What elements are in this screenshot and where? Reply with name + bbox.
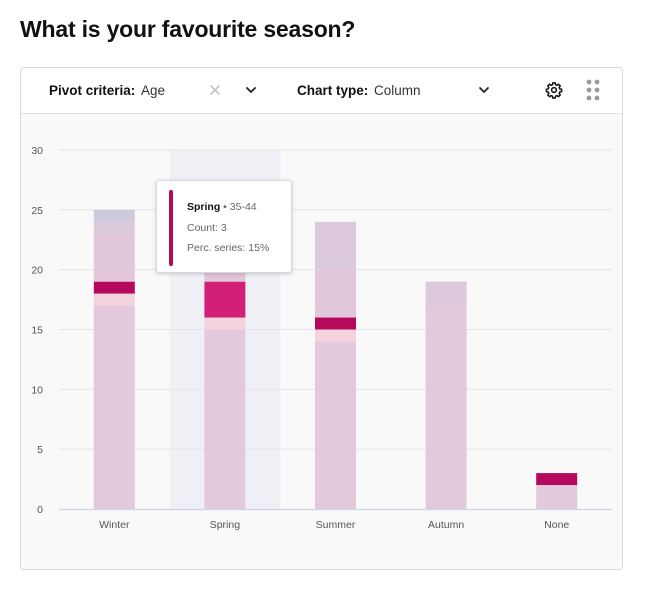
bar-segment[interactable] xyxy=(204,317,246,330)
bar-segment[interactable] xyxy=(315,329,356,342)
bar-segment[interactable] xyxy=(425,305,467,509)
bar-segment[interactable] xyxy=(315,341,356,509)
chart-card: Pivot criteria: Age Chart type: Column 0… xyxy=(20,67,623,570)
x-tick-label: Autumn xyxy=(428,519,464,531)
pivot-criteria-label: Pivot criteria: xyxy=(49,83,136,98)
y-tick-label: 15 xyxy=(31,325,43,337)
gear-icon[interactable] xyxy=(545,80,563,100)
pivot-criteria-select[interactable]: Age xyxy=(141,83,166,98)
bar-stack[interactable] xyxy=(425,281,467,509)
bar-segment[interactable] xyxy=(93,293,135,306)
bar-stack[interactable] xyxy=(204,269,246,510)
bar-segment[interactable] xyxy=(536,473,578,486)
y-tick-label: 0 xyxy=(37,504,43,516)
x-tick-label: Spring xyxy=(210,519,241,531)
bar-stack[interactable] xyxy=(536,473,578,509)
tooltip-count: Count: 3 xyxy=(187,222,227,234)
tooltip-percentage: Perc. series: 15% xyxy=(187,242,270,254)
chevron-down-icon[interactable] xyxy=(475,80,493,100)
bar-segment[interactable] xyxy=(93,281,135,294)
tooltip-series-color-bar xyxy=(169,190,173,266)
bar-segment[interactable] xyxy=(315,221,356,270)
bar-segment[interactable] xyxy=(204,269,246,282)
x-tick-label: Winter xyxy=(99,519,130,531)
y-tick-label: 20 xyxy=(31,265,43,277)
chart-area: 0 5 10 15 20 25 30 Winter Spring Summer Autumn None xyxy=(21,114,622,569)
bar-stack[interactable] xyxy=(93,209,135,509)
y-tick-label: 10 xyxy=(31,384,43,396)
bar-segment[interactable] xyxy=(425,281,467,306)
page-title: What is your favourite season? xyxy=(20,16,356,42)
chart-type-label: Chart type: xyxy=(297,83,369,98)
tooltip-title: Spring • 35-44 xyxy=(187,201,257,213)
bar-segment[interactable] xyxy=(93,305,135,509)
chart-toolbar: Pivot criteria: Age Chart type: Column xyxy=(21,68,622,114)
y-tick-label: 25 xyxy=(31,205,43,217)
close-icon[interactable] xyxy=(206,80,224,100)
bar-segment[interactable] xyxy=(315,269,356,318)
tooltip-category: Spring xyxy=(187,201,221,213)
bar-stack[interactable] xyxy=(315,221,356,509)
y-tick-label: 30 xyxy=(31,145,43,157)
bar-segment[interactable] xyxy=(204,281,246,318)
chart-type-select[interactable]: Column xyxy=(374,83,421,98)
y-tick-label: 5 xyxy=(37,444,43,456)
x-tick-label: None xyxy=(544,519,569,531)
x-tick-label: Summer xyxy=(316,519,356,531)
bar-segment[interactable] xyxy=(315,317,356,330)
drag-handle-icon[interactable] xyxy=(584,78,602,102)
chart-tooltip: Spring • 35-44 Count: 3 Perc. series: 15… xyxy=(156,180,292,273)
bar-segment[interactable] xyxy=(536,485,578,509)
bar-segment[interactable] xyxy=(204,329,246,510)
bar-segment[interactable] xyxy=(93,233,135,282)
tooltip-series: 35-44 xyxy=(229,201,257,213)
chevron-down-icon[interactable] xyxy=(242,80,260,100)
column-chart: 0 5 10 15 20 25 30 Winter Spring Summer Autumn None xyxy=(31,145,612,531)
bar-segment[interactable] xyxy=(93,209,135,222)
bar-segment[interactable] xyxy=(93,221,135,234)
tooltip-separator: • xyxy=(220,201,230,213)
